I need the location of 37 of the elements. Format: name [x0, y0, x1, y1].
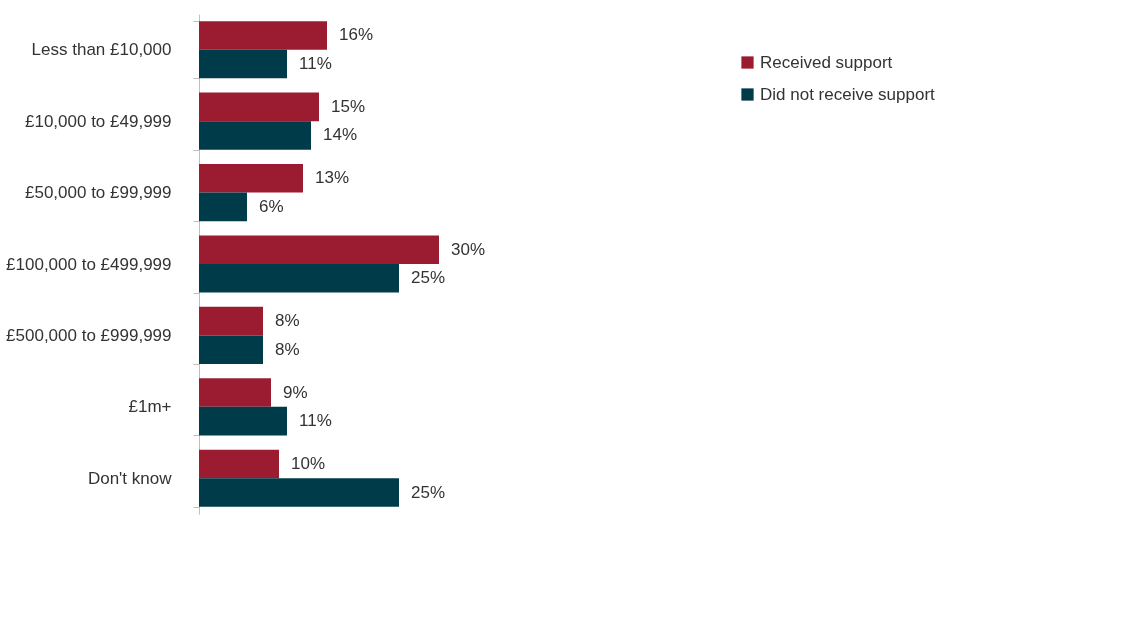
y-tick-label: £50,000 to £99,999	[24, 183, 172, 203]
data-label: 10%	[291, 454, 326, 473]
data-label: 16%	[339, 25, 374, 45]
bar	[199, 378, 271, 407]
bar	[199, 264, 399, 293]
bar	[199, 406, 287, 436]
bar	[199, 92, 319, 122]
bar	[199, 121, 311, 150]
data-label: 13%	[315, 168, 350, 188]
data-label: 11%	[299, 411, 332, 431]
data-label: 11%	[299, 54, 332, 73]
data-label: 15%	[331, 96, 366, 116]
bar	[199, 164, 303, 193]
y-tick-label: £500,000 to £999,999	[6, 325, 172, 345]
legend-label: Did not receive support	[760, 84, 936, 104]
data-label: 8%	[275, 311, 300, 331]
bar	[199, 21, 327, 50]
data-label: 14%	[323, 125, 358, 145]
y-tick-label: £100,000 to £499,999	[6, 254, 172, 274]
y-tick-label: Less than £10,000	[31, 40, 172, 60]
data-label: 25%	[411, 482, 446, 502]
bar	[199, 478, 399, 507]
bar	[199, 335, 263, 364]
y-tick-label: Don't know	[87, 468, 173, 488]
y-tick-label: £10,000 to £49,999	[24, 111, 172, 131]
data-label: 8%	[275, 339, 300, 359]
bar	[199, 235, 439, 264]
bar	[199, 49, 287, 79]
bar	[199, 192, 247, 222]
y-tick-label: £1m+	[128, 397, 172, 417]
data-label: 25%	[411, 268, 446, 288]
legend-label: Received support	[760, 52, 893, 72]
bar	[199, 306, 263, 336]
bar	[199, 449, 279, 479]
data-label: 6%	[259, 196, 284, 216]
data-label: 9%	[283, 382, 308, 402]
data-label: 30%	[451, 239, 486, 259]
